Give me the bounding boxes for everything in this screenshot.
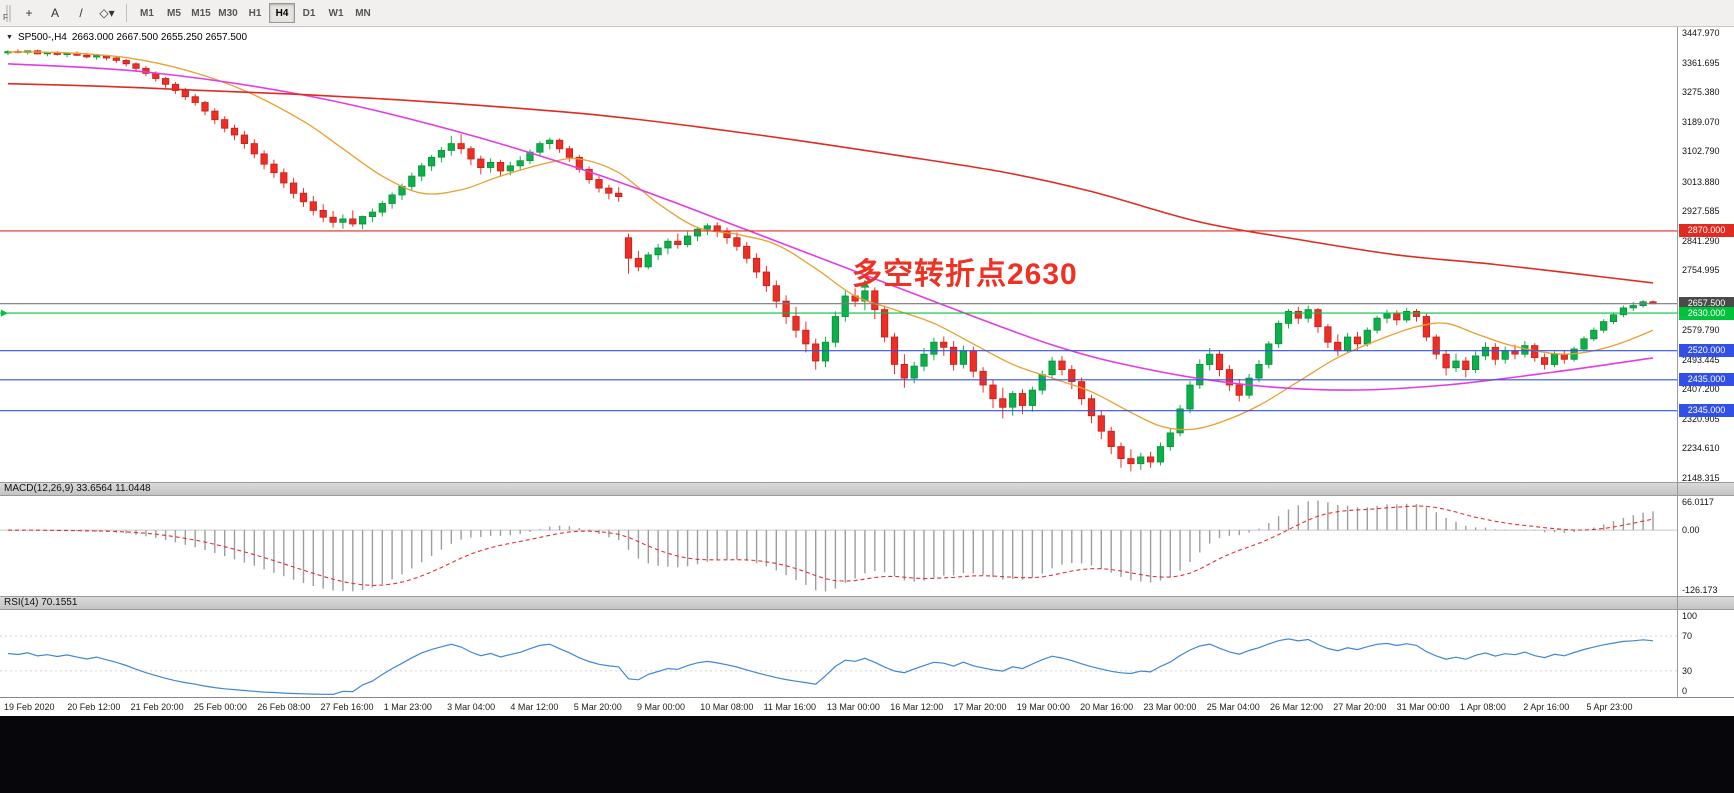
time-axis[interactable]: 19 Feb 2020 20 Feb 12:00 21 Feb 20:00 25 Fe… [0,697,1734,716]
toolbar-grip[interactable] [6,4,11,22]
price-badge: 2630.000 [1679,306,1734,320]
rsi-panel[interactable]: 100 70 30 0 [0,610,1734,697]
symbol-label: SP500-,H4 [17,32,67,43]
time-axis-label: 19 Mar 00:00 [1016,702,1070,712]
timeframe-w1[interactable]: W1 [328,7,344,19]
time-axis-label: 31 Mar 00:00 [1396,702,1450,712]
bottom-dark-bar [0,716,1734,793]
price-axis-label: 2148.315 [1682,473,1720,483]
time-axis-label: 1 Mar 23:00 [383,702,432,712]
price-axis-label: 3189.070 [1682,116,1720,127]
price-axis-label: 3447.970 [1682,28,1720,38]
time-axis-label: 26 Mar 12:00 [1270,702,1324,712]
trendline-icon[interactable]: / [79,6,83,20]
macd-canvas [0,500,1678,592]
price-axis-label: 2234.610 [1682,443,1720,454]
time-axis-label: 9 Mar 00:00 [637,702,686,712]
toolbar-separator [126,4,127,22]
timeframe-h1[interactable]: H1 [248,7,262,19]
timeframe-m30[interactable]: M30 [218,7,238,19]
time-axis-label: 25 Feb 00:00 [193,702,247,712]
chart-title: ▼ SP500-,H4 2663.000 2667.500 2655.250 2… [6,32,247,43]
timeframe-mn[interactable]: MN [355,7,371,19]
price-axis-label: 2841.290 [1682,235,1720,246]
chart-annotation-text[interactable]: 多空转折点2630 [852,258,1078,291]
time-axis-label: 11 Mar 16:00 [763,702,816,712]
time-axis-label: 19 Feb 2020 [4,702,55,712]
time-axis-label: 26 Feb 08:00 [257,702,311,712]
macd-panel[interactable]: 66.0117 0.00 -126.173 [0,496,1734,596]
price-axis-label: 2579.790 [1682,325,1720,336]
time-axis-label: 10 Mar 08:00 [700,702,754,712]
text-label-icon[interactable]: A [50,6,59,20]
shapes-dropdown-icon[interactable]: ◇▾ [99,6,115,20]
time-axis-label: 17 Mar 20:00 [953,702,1007,712]
top-toolbar: + A / ◇▾ M1 M5 M15 M30 H1 H4 D1 W1 MN F [0,0,1734,27]
time-axis-label: 21 Feb 20:00 [130,702,184,712]
price-badge: 2435.000 [1679,373,1734,387]
time-axis-label: 13 Mar 00:00 [826,702,880,712]
rsi-axis-label: 30 [1682,665,1693,676]
collapse-triangle-icon[interactable]: ▼ [6,34,13,41]
price-axis-label: 3102.790 [1682,146,1720,157]
macd-panel-header[interactable]: MACD(12,26,9) 33.6564 11.0448 [0,482,1734,496]
rsi-axis-label: 100 [1682,611,1698,621]
time-axis-label: 25 Mar 04:00 [1206,702,1260,712]
time-axis-label: 20 Feb 12:00 [67,702,121,712]
price-chart-area[interactable]: ▼ SP500-,H4 2663.000 2667.500 2655.250 2… [0,27,1734,483]
timeframe-buttons-group: M1 M5 M15 M30 H1 H4 D1 W1 MN [134,3,376,23]
axis-divider [1677,27,1678,697]
price-axis-label: 2407.200 [1682,384,1720,395]
time-axis-label: 1 Apr 08:00 [1459,702,1506,712]
price-axis-label: 2754.995 [1682,265,1720,276]
price-badge: 2345.000 [1679,404,1734,418]
crosshair-icon[interactable]: + [25,6,33,20]
price-badge: 2870.000 [1679,224,1734,238]
toolbar-corner-label: F [3,13,8,22]
macd-axis-label: -126.173 [1682,585,1718,595]
price-axis-label: 2927.585 [1682,206,1720,217]
macd-axis-label: 0.00 [1682,525,1700,536]
rsi-panel-header[interactable]: RSI(14) 70.1551 [0,596,1734,610]
price-axis-label: 2493.445 [1682,354,1720,365]
time-axis-label: 4 Mar 12:00 [510,702,559,712]
price-badge: 2520.000 [1679,344,1734,358]
ohlc-values: 2663.000 2667.500 2655.250 2657.500 [71,32,248,43]
time-axis-label: 5 Apr 23:00 [1586,702,1633,712]
time-axis-label: 3 Mar 04:00 [447,702,496,712]
macd-axis-label: 66.0117 [1682,497,1714,507]
timeframe-h4[interactable]: H4 [269,3,295,23]
timeframe-d1[interactable]: D1 [302,7,316,19]
rsi-axis-label: 0 [1682,686,1688,696]
rsi-canvas [0,635,1678,696]
time-axis-label: 23 Mar 00:00 [1143,702,1197,712]
time-axis-label: 5 Mar 20:00 [573,702,622,712]
price-axis-label: 3361.695 [1682,57,1720,68]
time-axis-label: 2 Apr 16:00 [1523,702,1570,712]
price-axis-label: 2320.905 [1682,413,1720,424]
price-axis-label: 3013.880 [1682,176,1720,187]
price-chart-canvas[interactable] [0,27,1678,482]
timeframe-m15[interactable]: M15 [191,7,211,19]
rsi-axis-label: 70 [1682,631,1693,642]
timeframe-m5[interactable]: M5 [167,7,181,19]
rsi-label: RSI(14) 70.1551 [4,597,78,608]
price-axis-label: 3275.380 [1682,87,1720,98]
tool-buttons-group: + A / ◇▾ [17,3,119,24]
time-axis-label: 16 Mar 12:00 [890,702,944,712]
timeframe-m1[interactable]: M1 [140,7,154,19]
macd-label: MACD(12,26,9) 33.6564 11.0448 [4,483,151,494]
time-axis-label: 27 Feb 16:00 [320,702,374,712]
time-axis-label: 20 Mar 16:00 [1080,702,1134,712]
time-axis-label: 27 Mar 20:00 [1333,702,1387,712]
